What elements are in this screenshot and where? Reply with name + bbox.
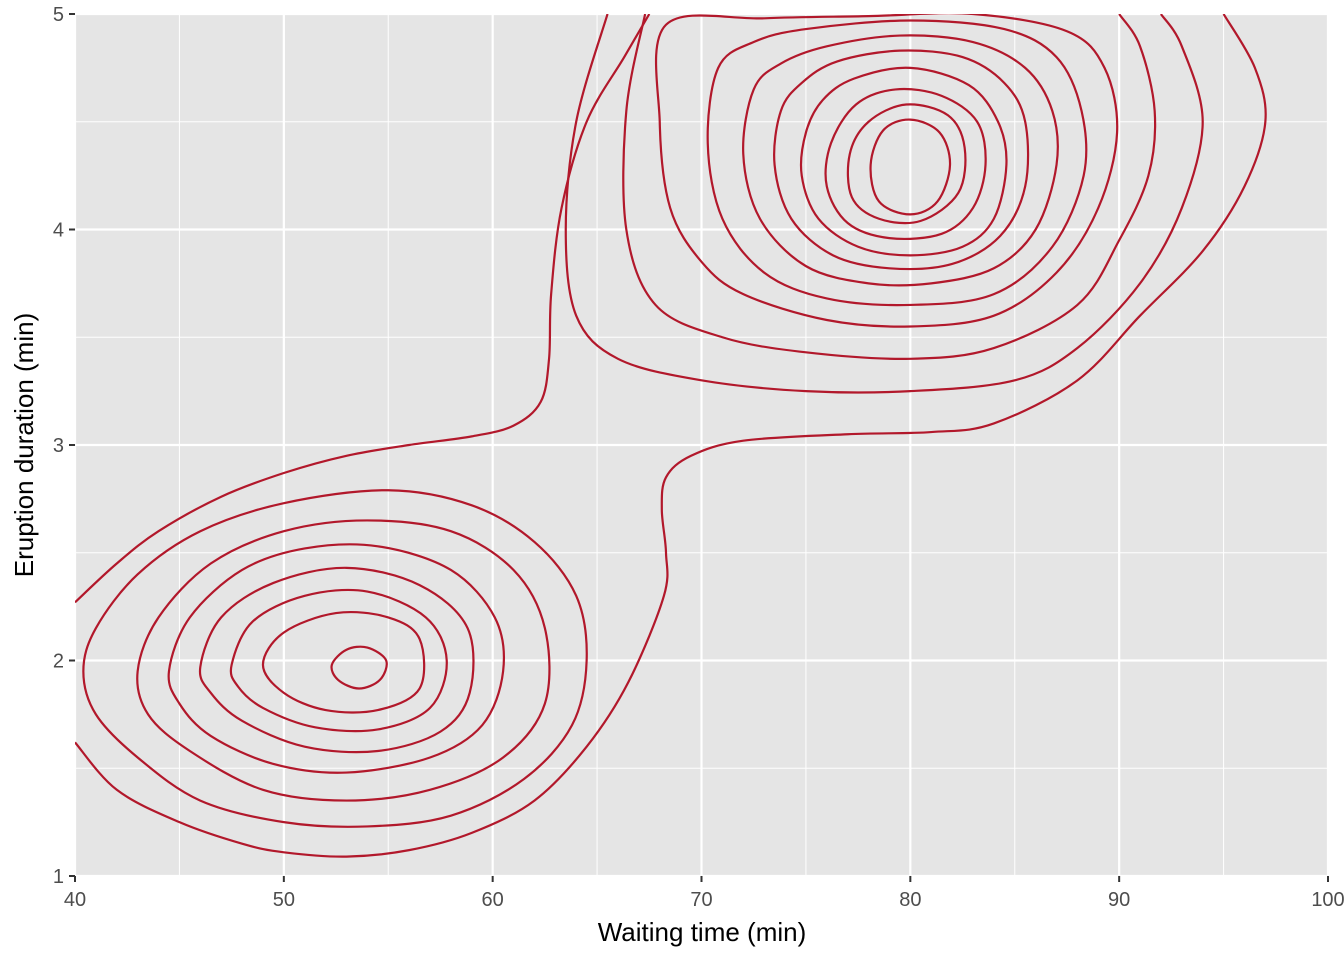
- contour-line-level-5: [198, 566, 475, 754]
- x-tick-label: 50: [273, 889, 295, 911]
- density-contours: [75, 14, 1267, 858]
- y-tick-label: 3: [53, 435, 64, 457]
- y-tick-label: 5: [53, 4, 64, 26]
- contour-line-level-11: [869, 118, 952, 216]
- contour-line-level-6: [229, 588, 448, 733]
- x-tick-label: 90: [1108, 889, 1130, 911]
- y-tick-label: 2: [53, 651, 64, 673]
- contour-line-level-2: [82, 489, 588, 828]
- x-axis-tick-labels: 40 50 60 70 80 90 100: [64, 889, 1344, 911]
- contour-line-level-4: [654, 14, 1119, 328]
- contour-line-level-4: [167, 543, 506, 774]
- contour-line-level-2: [564, 14, 1204, 394]
- contour-line-level-5: [706, 19, 1088, 307]
- x-tick-label: 60: [482, 889, 504, 911]
- contour-line-level-8: [330, 645, 388, 690]
- y-tick-label: 4: [53, 220, 64, 242]
- y-axis-title: Eruption duration (min): [9, 313, 39, 577]
- x-tick-label: 100: [1311, 889, 1344, 911]
- x-axis-title: Waiting time (min): [598, 917, 807, 947]
- contour-line-level-10: [846, 103, 967, 225]
- contour-line-level-9: [824, 87, 987, 241]
- axis-ticks: [69, 13, 1329, 882]
- contour-line-level-6: [742, 34, 1059, 287]
- contour-line-level-8: [799, 66, 1008, 257]
- contour-line-level-7: [261, 610, 426, 714]
- x-tick-label: 70: [690, 889, 712, 911]
- contour-line-level-3: [622, 14, 1157, 360]
- x-tick-label: 80: [899, 889, 921, 911]
- contour-line-level-1: [75, 14, 1267, 858]
- contour-line-level-1: [75, 14, 651, 604]
- contour-line-level-7: [773, 49, 1030, 271]
- contour-line-level-3: [136, 519, 551, 802]
- y-axis-tick-labels: 1 2 3 4 5: [53, 4, 64, 888]
- y-tick-label: 1: [53, 866, 64, 888]
- x-tick-label: 40: [64, 889, 86, 911]
